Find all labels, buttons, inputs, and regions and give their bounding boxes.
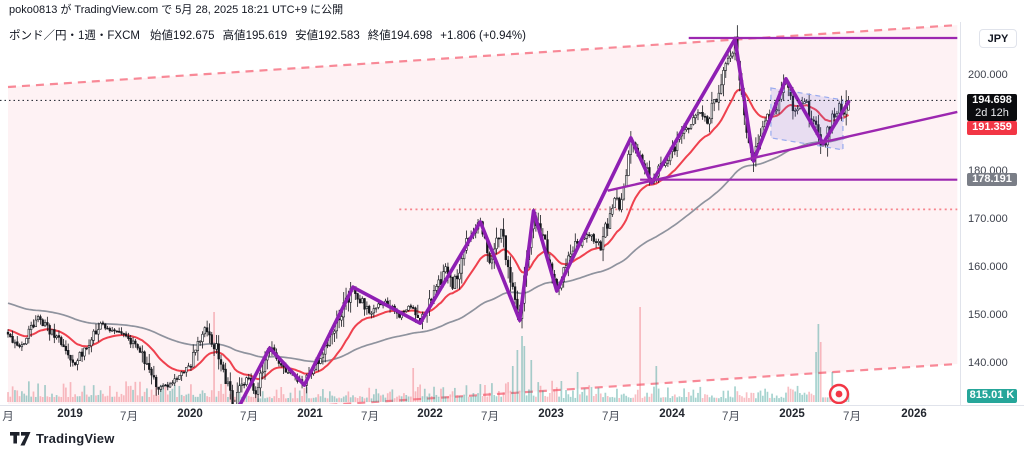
time-tick-label: 7月 [240, 411, 258, 423]
price-tick-label: 160.000 [968, 261, 1008, 273]
alert-price-badge[interactable]: 191.359 [967, 121, 1017, 135]
level-price-badge[interactable]: 178.191 [967, 172, 1017, 187]
time-tick-label: 2026 [901, 408, 927, 420]
time-tick-label: 月 [2, 411, 14, 423]
time-tick-label: 7月 [602, 411, 620, 423]
time-tick-label: 7月 [361, 411, 379, 423]
time-tick-label: 2020 [177, 408, 203, 420]
price-tick-label: 170.000 [968, 213, 1008, 225]
publish-text: poko0813 が TradingView.com で 5月 28, 2025… [9, 4, 344, 16]
time-tick-label: 7月 [120, 411, 138, 423]
publish-bar: poko0813 が TradingView.com で 5月 28, 2025… [0, 0, 1024, 22]
time-tick-label: 2019 [57, 408, 83, 420]
price-scale[interactable]: 200.000 180.000 170.000 160.000 150.000 140.0… [961, 22, 1024, 405]
time-tick-label: 2024 [659, 408, 685, 420]
high-label: 高値 [222, 30, 246, 42]
time-scale[interactable]: 月 2019 7月 2020 7月 2021 7月 2022 7月 2023 7月 2024 7月 202… [0, 406, 1024, 424]
footer: TradingView [10, 431, 115, 446]
volume-badge: 815.01 K [967, 389, 1017, 403]
low-value: 192.583 [318, 30, 360, 42]
close-value: 194.698 [390, 30, 433, 42]
bar-countdown: 2d 12h [975, 107, 1009, 120]
symbol-title: ポンド／円・1週・FXCM [9, 30, 140, 42]
time-tick-label: 7月 [481, 411, 499, 423]
high-value: 195.619 [245, 30, 288, 42]
time-tick-label: 7月 [722, 411, 740, 423]
price-tick-label: 140.000 [968, 357, 1008, 369]
currency-button[interactable]: JPY [979, 29, 1017, 48]
time-tick-label: 7月 [843, 411, 861, 423]
open-label: 始値 [149, 30, 173, 42]
brand-name[interactable]: TradingView [36, 431, 115, 446]
price-tick-label: 150.000 [968, 309, 1008, 321]
time-tick-label: 2025 [779, 408, 805, 420]
time-tick-label: 2022 [417, 408, 443, 420]
open-value: 192.675 [172, 30, 215, 42]
last-price-badge: 194.698 2d 12h [967, 93, 1017, 121]
tradingview-logo-icon[interactable] [10, 431, 31, 446]
time-tick-label: 2021 [297, 408, 323, 420]
price-tick-label: 200.000 [968, 69, 1008, 81]
last-price-value: 194.698 [972, 93, 1012, 106]
low-label: 安値 [295, 30, 319, 42]
symbol-legend: ポンド／円・1週・FXCM 始値192.675 高値195.619 安値192.583… [9, 27, 526, 43]
change-value: +1.806 (+0.94%) [440, 30, 526, 42]
time-tick-label: 2023 [538, 408, 564, 420]
publication-marker[interactable] [828, 383, 850, 404]
close-label: 終値 [367, 30, 391, 42]
